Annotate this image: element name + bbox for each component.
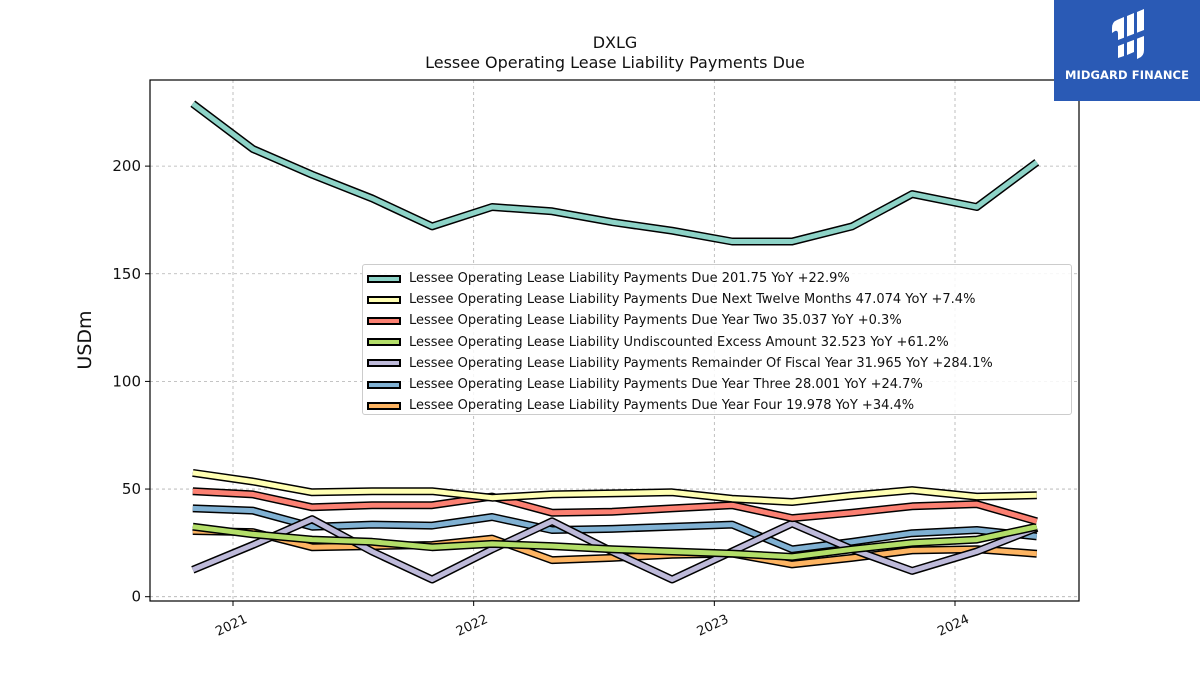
legend-item: Lessee Operating Lease Liability Payment… [367,289,1071,310]
x-tick-label: 2022 [454,612,490,640]
legend-label: Lessee Operating Lease Liability Payment… [409,398,915,414]
legend-item: Lessee Operating Lease Liability Payment… [367,310,1071,331]
legend-swatch [367,295,401,304]
y-tick-label: 100 [112,372,141,390]
legend-swatch [367,380,401,389]
legend-item: Lessee Operating Lease Liability Payment… [367,353,1071,374]
series-line [192,487,1038,526]
series-line [192,468,1037,506]
series-line-fill [192,470,1037,505]
logo-text: MIDGARD FINANCE [1064,68,1190,82]
legend-label: Lessee Operating Lease Liability Payment… [409,313,902,329]
legend-label: Lessee Operating Lease Liability Payment… [409,292,976,308]
y-tick-label: 150 [112,265,141,283]
series-line-fill [191,101,1039,244]
brand-logo: MIDGARD FINANCE [1054,0,1200,101]
legend-label: Lessee Operating Lease Liability Payment… [409,271,850,287]
series-line [192,527,1038,569]
legend-item: Lessee Operating Lease Liability Undisco… [367,332,1071,353]
chart-title: DXLG [593,33,638,52]
legend-swatch [367,274,401,283]
legend-label: Lessee Operating Lease Liability Payment… [409,377,923,393]
series-line-fill [192,528,1037,567]
series-line-fill [192,524,1038,560]
legend: Lessee Operating Lease Liability Payment… [362,264,1072,415]
logo-mark-icon [1112,9,1144,59]
legend-label: Lessee Operating Lease Liability Undisco… [409,334,949,350]
legend-swatch [367,316,401,325]
legend-swatch [367,359,401,368]
series-line-fill [192,488,1038,524]
legend-swatch [367,338,401,347]
y-tick-label: 50 [122,480,141,498]
series-line-outline [192,468,1037,506]
x-tick-label: 2021 [213,612,249,640]
legend-item: Lessee Operating Lease Liability Payment… [367,374,1071,395]
legend-item: Lessee Operating Lease Liability Payment… [367,395,1071,416]
chart-subtitle: Lessee Operating Lease Liability Payment… [425,53,805,72]
x-tick-label: 2023 [695,612,731,640]
y-tick-label: 0 [131,588,141,606]
series-line [190,100,1040,246]
plot-frame [149,79,1080,602]
y-tick-label: 200 [112,157,141,175]
legend-label: Lessee Operating Lease Liability Payment… [409,355,993,371]
series-line [192,522,1038,561]
series-lines [190,100,1040,584]
legend-swatch [367,401,401,410]
x-tick-label: 2024 [935,612,971,640]
legend-item: Lessee Operating Lease Liability Payment… [367,268,1071,289]
y-axis-label: USDm [74,310,96,369]
